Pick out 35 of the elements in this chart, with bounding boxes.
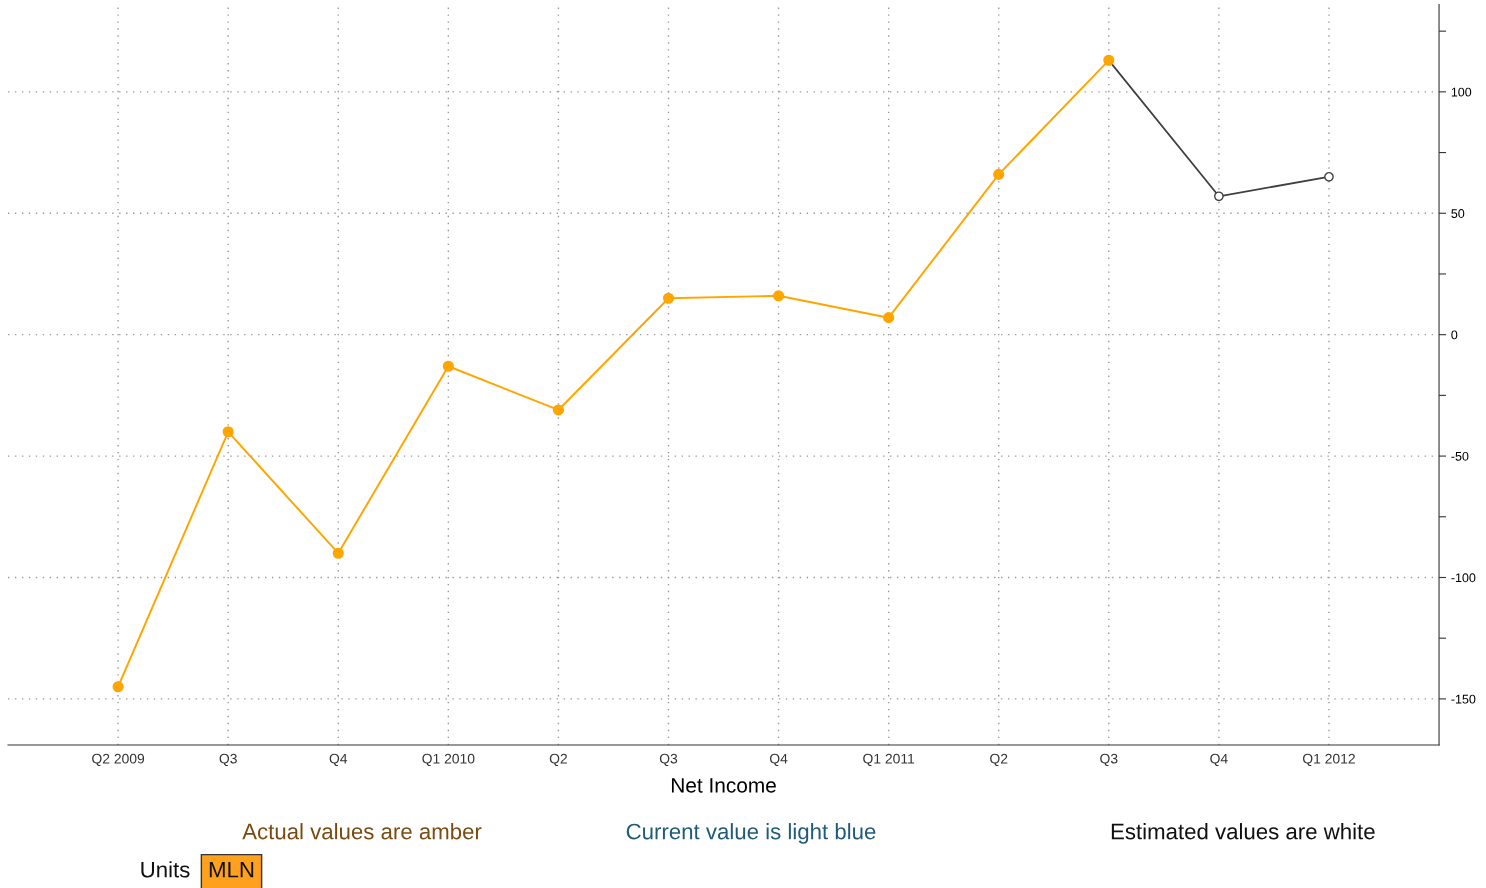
point — [442, 360, 454, 372]
x-axis-title: Net Income — [671, 778, 776, 793]
point — [662, 292, 675, 304]
y-tick-label: 100 — [1451, 87, 1472, 97]
y-tick-label: -50 — [1451, 451, 1469, 461]
y-tick-label: -150 — [1451, 694, 1476, 704]
x-tick-label: Q2 2009 — [92, 753, 145, 767]
text: MLN — [209, 862, 254, 878]
point — [112, 681, 124, 693]
x-tick-label: Q4 — [769, 753, 788, 767]
y-tick-label: -100 — [1451, 573, 1476, 583]
point — [993, 168, 1005, 180]
y-tick-label: 50 — [1451, 209, 1465, 218]
point — [1214, 191, 1224, 202]
x-tick-label: Q4 — [1210, 753, 1228, 767]
point — [1324, 171, 1334, 182]
x-tick-label: Q1 2010 — [422, 753, 475, 767]
point — [883, 312, 895, 324]
y-tick-label: 0 — [1451, 330, 1458, 340]
point — [222, 426, 234, 438]
point — [332, 547, 344, 559]
x-tick-label: Q3 — [1100, 753, 1118, 767]
point — [552, 404, 564, 416]
x-tick-label: Q2 — [549, 753, 567, 767]
x-tick-label: Q2 — [990, 753, 1008, 767]
x-tick-label: Q3 — [659, 753, 678, 767]
text: Current value is light blue — [626, 823, 876, 844]
x-tick-label: Q4 — [329, 753, 348, 767]
point — [773, 290, 785, 302]
text: Units — [141, 861, 190, 878]
text: Estimated values are white — [1111, 823, 1375, 840]
x-tick-label: Q3 — [219, 753, 237, 767]
text: Actual values are amber — [242, 823, 482, 840]
x-tick-label: Q1 2011 — [863, 753, 915, 767]
x-tick-label: Q1 2012 — [1302, 753, 1355, 767]
